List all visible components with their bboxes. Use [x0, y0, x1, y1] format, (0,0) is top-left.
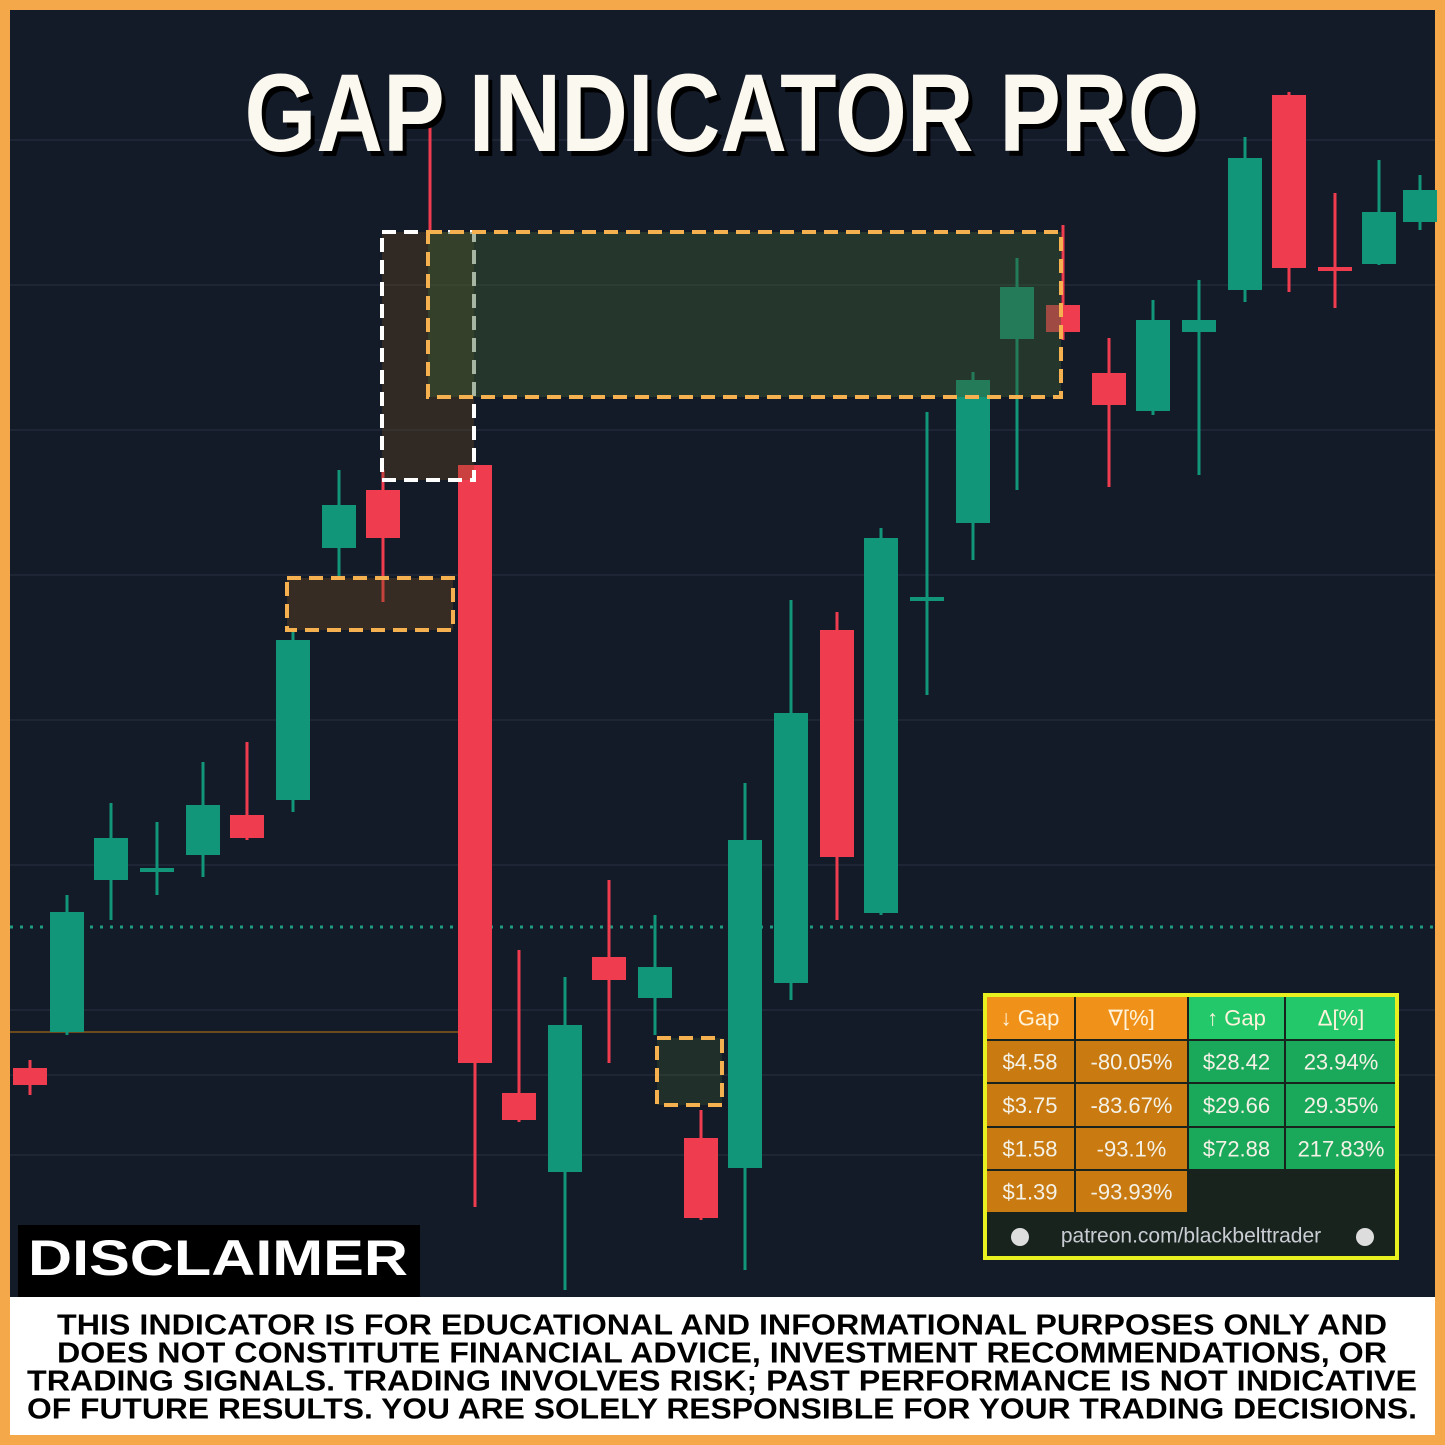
- candle-body: [820, 630, 854, 857]
- candle-body: [1228, 158, 1262, 290]
- candle-body: [458, 465, 492, 1063]
- cell-text: $72.88: [1203, 1136, 1270, 1161]
- cell: [984, 1126, 1076, 1171]
- candle-body: [548, 1025, 582, 1172]
- candle-body: [1318, 267, 1352, 271]
- disclaimer-band: [10, 1297, 1435, 1435]
- cell: [1074, 1126, 1189, 1171]
- candle-body: [956, 380, 990, 523]
- cell-text: $1.39: [1002, 1179, 1057, 1204]
- candle-body: [1272, 95, 1306, 268]
- cell: [984, 1082, 1076, 1128]
- header-text: Δ[%]: [1318, 1005, 1364, 1030]
- disclaimer-line: THIS INDICATOR IS FOR EDUCATIONAL AND IN…: [57, 1310, 1387, 1342]
- candle-body: [638, 967, 672, 998]
- disclaimer-label-bg: [18, 1225, 420, 1297]
- candle-body: [140, 868, 174, 872]
- candle-body: [684, 1138, 718, 1218]
- disclaimer-text: THIS INDICATOR IS FOR EDUCATIONAL AND IN…: [27, 1310, 1417, 1426]
- header-text: ↑ Gap: [1207, 1005, 1266, 1030]
- candle-body: [322, 505, 356, 548]
- disclaimer-line: DOES NOT CONSTITUTE FINANCIAL ADVICE, IN…: [57, 1338, 1387, 1370]
- candle-body: [728, 840, 762, 1168]
- candle-body: [774, 713, 808, 983]
- table-border: [983, 993, 1399, 1260]
- gap-box: [426, 230, 1063, 399]
- candle-body: [1362, 212, 1396, 264]
- cell-text: -83.67%: [1091, 1093, 1173, 1118]
- gap-box: [285, 576, 455, 632]
- disclaimer-line: OF FUTURE RESULTS. YOU ARE SOLELY RESPON…: [27, 1394, 1417, 1426]
- title-shadow: GAP INDICATOR PRO: [249, 57, 1204, 180]
- candle-body: [1000, 287, 1034, 339]
- cell-text: $28.42: [1203, 1049, 1270, 1074]
- candle-body: [94, 838, 128, 880]
- footer-icon: [1011, 1228, 1029, 1246]
- cell-text: -93.93%: [1091, 1179, 1173, 1204]
- candle-body: [592, 957, 626, 980]
- candle-body: [864, 538, 898, 913]
- cell-text: 217.83%: [1298, 1136, 1385, 1161]
- disclaimer-heading: DISCLAIMER: [28, 1230, 408, 1286]
- header-text: ↓ Gap: [1001, 1005, 1060, 1030]
- candle-body: [13, 1068, 47, 1085]
- cell-text: $1.58: [1002, 1136, 1057, 1161]
- cell-text: 23.94%: [1304, 1049, 1379, 1074]
- candle-body: [1092, 373, 1126, 405]
- candle-body: [366, 490, 400, 538]
- cell-text: $29.66: [1203, 1093, 1270, 1118]
- cell-text: 29.35%: [1304, 1093, 1379, 1118]
- footer-icon: [1356, 1228, 1374, 1246]
- cell: [1074, 1082, 1189, 1128]
- title: GAP INDICATOR PRO: [245, 52, 1200, 175]
- disclaimer-line: TRADING SIGNALS. TRADING INVOLVES RISK; …: [27, 1366, 1417, 1398]
- cell: [1284, 1039, 1398, 1084]
- candles: [13, 92, 1437, 1290]
- gap-table: ↓ Gap ∇[%] ↑ Gap Δ[%] $4.58 -80.05% $28.42 23.9…: [983, 993, 1399, 1260]
- header-text: ∇[%]: [1107, 1005, 1155, 1030]
- cell-text: $3.75: [1002, 1093, 1057, 1118]
- cell: [1074, 1169, 1189, 1214]
- cell: [984, 1169, 1076, 1214]
- candle-body: [1182, 320, 1216, 332]
- candle-body: [186, 805, 220, 855]
- candle-body: [1403, 190, 1437, 222]
- gap-box: [655, 1036, 724, 1107]
- cell: [1284, 1126, 1398, 1171]
- candle-body: [50, 912, 84, 1032]
- candle-body: [502, 1093, 536, 1120]
- cell-text: -80.05%: [1091, 1049, 1173, 1074]
- cell: [1187, 1126, 1286, 1171]
- candle-body: [276, 640, 310, 800]
- cell-text: $4.58: [1002, 1049, 1057, 1074]
- candle-body: [1136, 320, 1170, 411]
- footer-link: patreon.com/blackbelttrader: [1061, 1225, 1321, 1248]
- candle-body: [910, 597, 944, 601]
- cell-text: -93.1%: [1097, 1136, 1167, 1161]
- candle-body: [230, 815, 264, 838]
